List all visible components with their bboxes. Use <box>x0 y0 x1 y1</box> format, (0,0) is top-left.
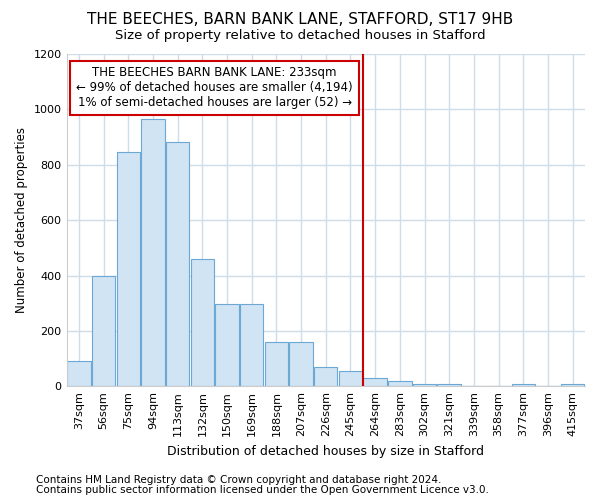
Bar <box>413 384 436 386</box>
Bar <box>215 304 239 386</box>
Bar <box>92 276 115 386</box>
Bar <box>265 342 288 386</box>
Bar <box>141 119 164 386</box>
Bar <box>388 381 412 386</box>
Bar <box>240 304 263 386</box>
Y-axis label: Number of detached properties: Number of detached properties <box>15 127 28 313</box>
Bar <box>437 384 461 386</box>
Bar <box>314 367 337 386</box>
Bar <box>561 384 584 386</box>
Text: THE BEECHES, BARN BANK LANE, STAFFORD, ST17 9HB: THE BEECHES, BARN BANK LANE, STAFFORD, S… <box>87 12 513 28</box>
Bar <box>191 259 214 386</box>
Bar <box>339 371 362 386</box>
Text: Size of property relative to detached houses in Stafford: Size of property relative to detached ho… <box>115 29 485 42</box>
Text: Contains public sector information licensed under the Open Government Licence v3: Contains public sector information licen… <box>36 485 489 495</box>
Bar <box>67 362 91 386</box>
Bar <box>512 384 535 386</box>
Text: THE BEECHES BARN BANK LANE: 233sqm
← 99% of detached houses are smaller (4,194)
: THE BEECHES BARN BANK LANE: 233sqm ← 99%… <box>76 66 353 110</box>
X-axis label: Distribution of detached houses by size in Stafford: Distribution of detached houses by size … <box>167 444 484 458</box>
Bar <box>166 142 190 386</box>
Bar <box>289 342 313 386</box>
Bar <box>116 152 140 386</box>
Bar <box>364 378 387 386</box>
Text: Contains HM Land Registry data © Crown copyright and database right 2024.: Contains HM Land Registry data © Crown c… <box>36 475 442 485</box>
